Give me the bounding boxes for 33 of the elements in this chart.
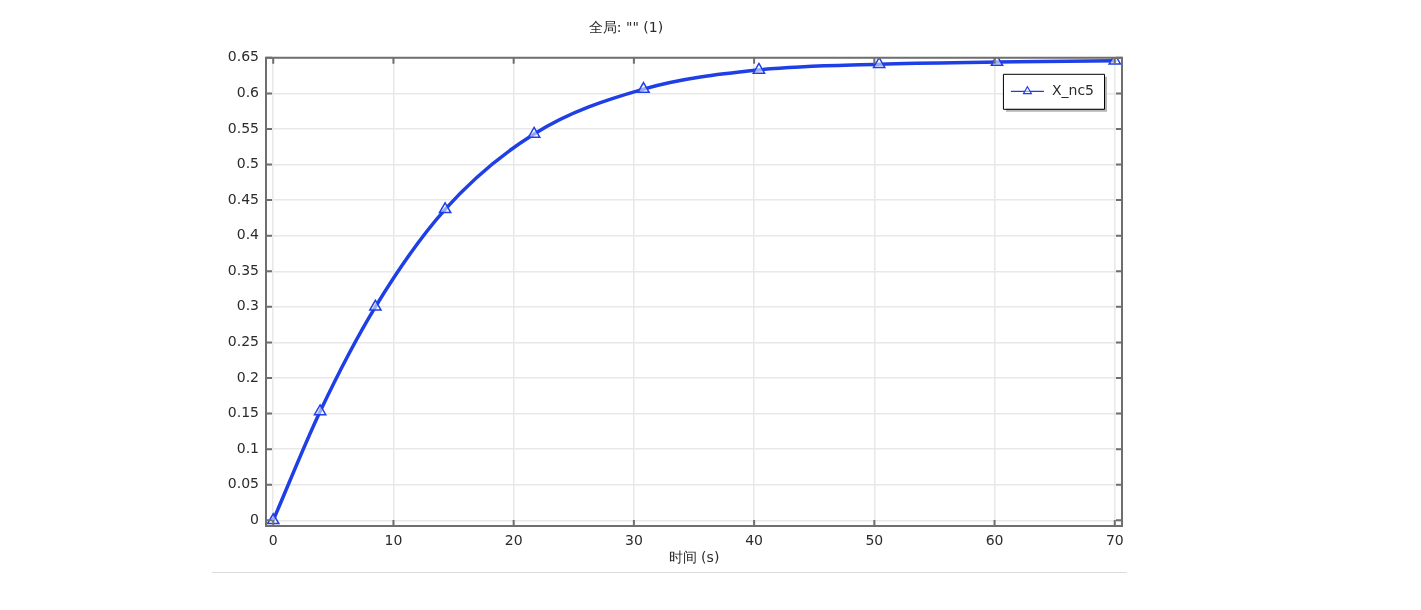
point (313, 404, 327, 416)
legend-label: X_nc5 (1051, 81, 1095, 98)
x-tick-label: 0 (268, 532, 278, 549)
point (990, 57, 1004, 67)
x-tick-label: 70 (1105, 532, 1124, 549)
chart-title: 全局: "" (1) (588, 19, 664, 36)
x-tick-label: 10 (384, 532, 403, 549)
x-tick-label: 50 (865, 532, 884, 549)
point (527, 126, 541, 138)
y-tick-label: 0.35 (227, 261, 259, 278)
y-tick-label: 0.25 (227, 333, 259, 350)
point (872, 57, 886, 69)
x-axis-title: 时间 (s) (668, 549, 720, 566)
y-tick-label: 0.4 (236, 226, 260, 243)
point (369, 299, 382, 311)
point (637, 81, 650, 94)
x-tick-label: 20 (504, 532, 523, 549)
y-tick-label: 0.65 (227, 48, 259, 65)
y-tick-label: 0 (250, 510, 259, 527)
x-tick-label: 60 (985, 532, 1004, 549)
y-tick-label: 0.2 (236, 368, 259, 385)
y-tick-label: 0.45 (227, 190, 259, 207)
point (438, 202, 452, 214)
x-tick-label: 30 (624, 532, 643, 549)
y-tick-label: 0.15 (227, 404, 259, 421)
x-tick-label: 40 (745, 532, 764, 549)
y-tick-label: 0.3 (236, 297, 259, 314)
y-tick-label: 0.1 (236, 439, 259, 456)
y-tick-label: 0.6 (236, 84, 260, 101)
point (752, 62, 766, 74)
y-tick-label: 0.55 (227, 119, 259, 136)
y-tick-label: 0.5 (236, 155, 259, 172)
y-tick-label: 0.05 (227, 475, 259, 492)
